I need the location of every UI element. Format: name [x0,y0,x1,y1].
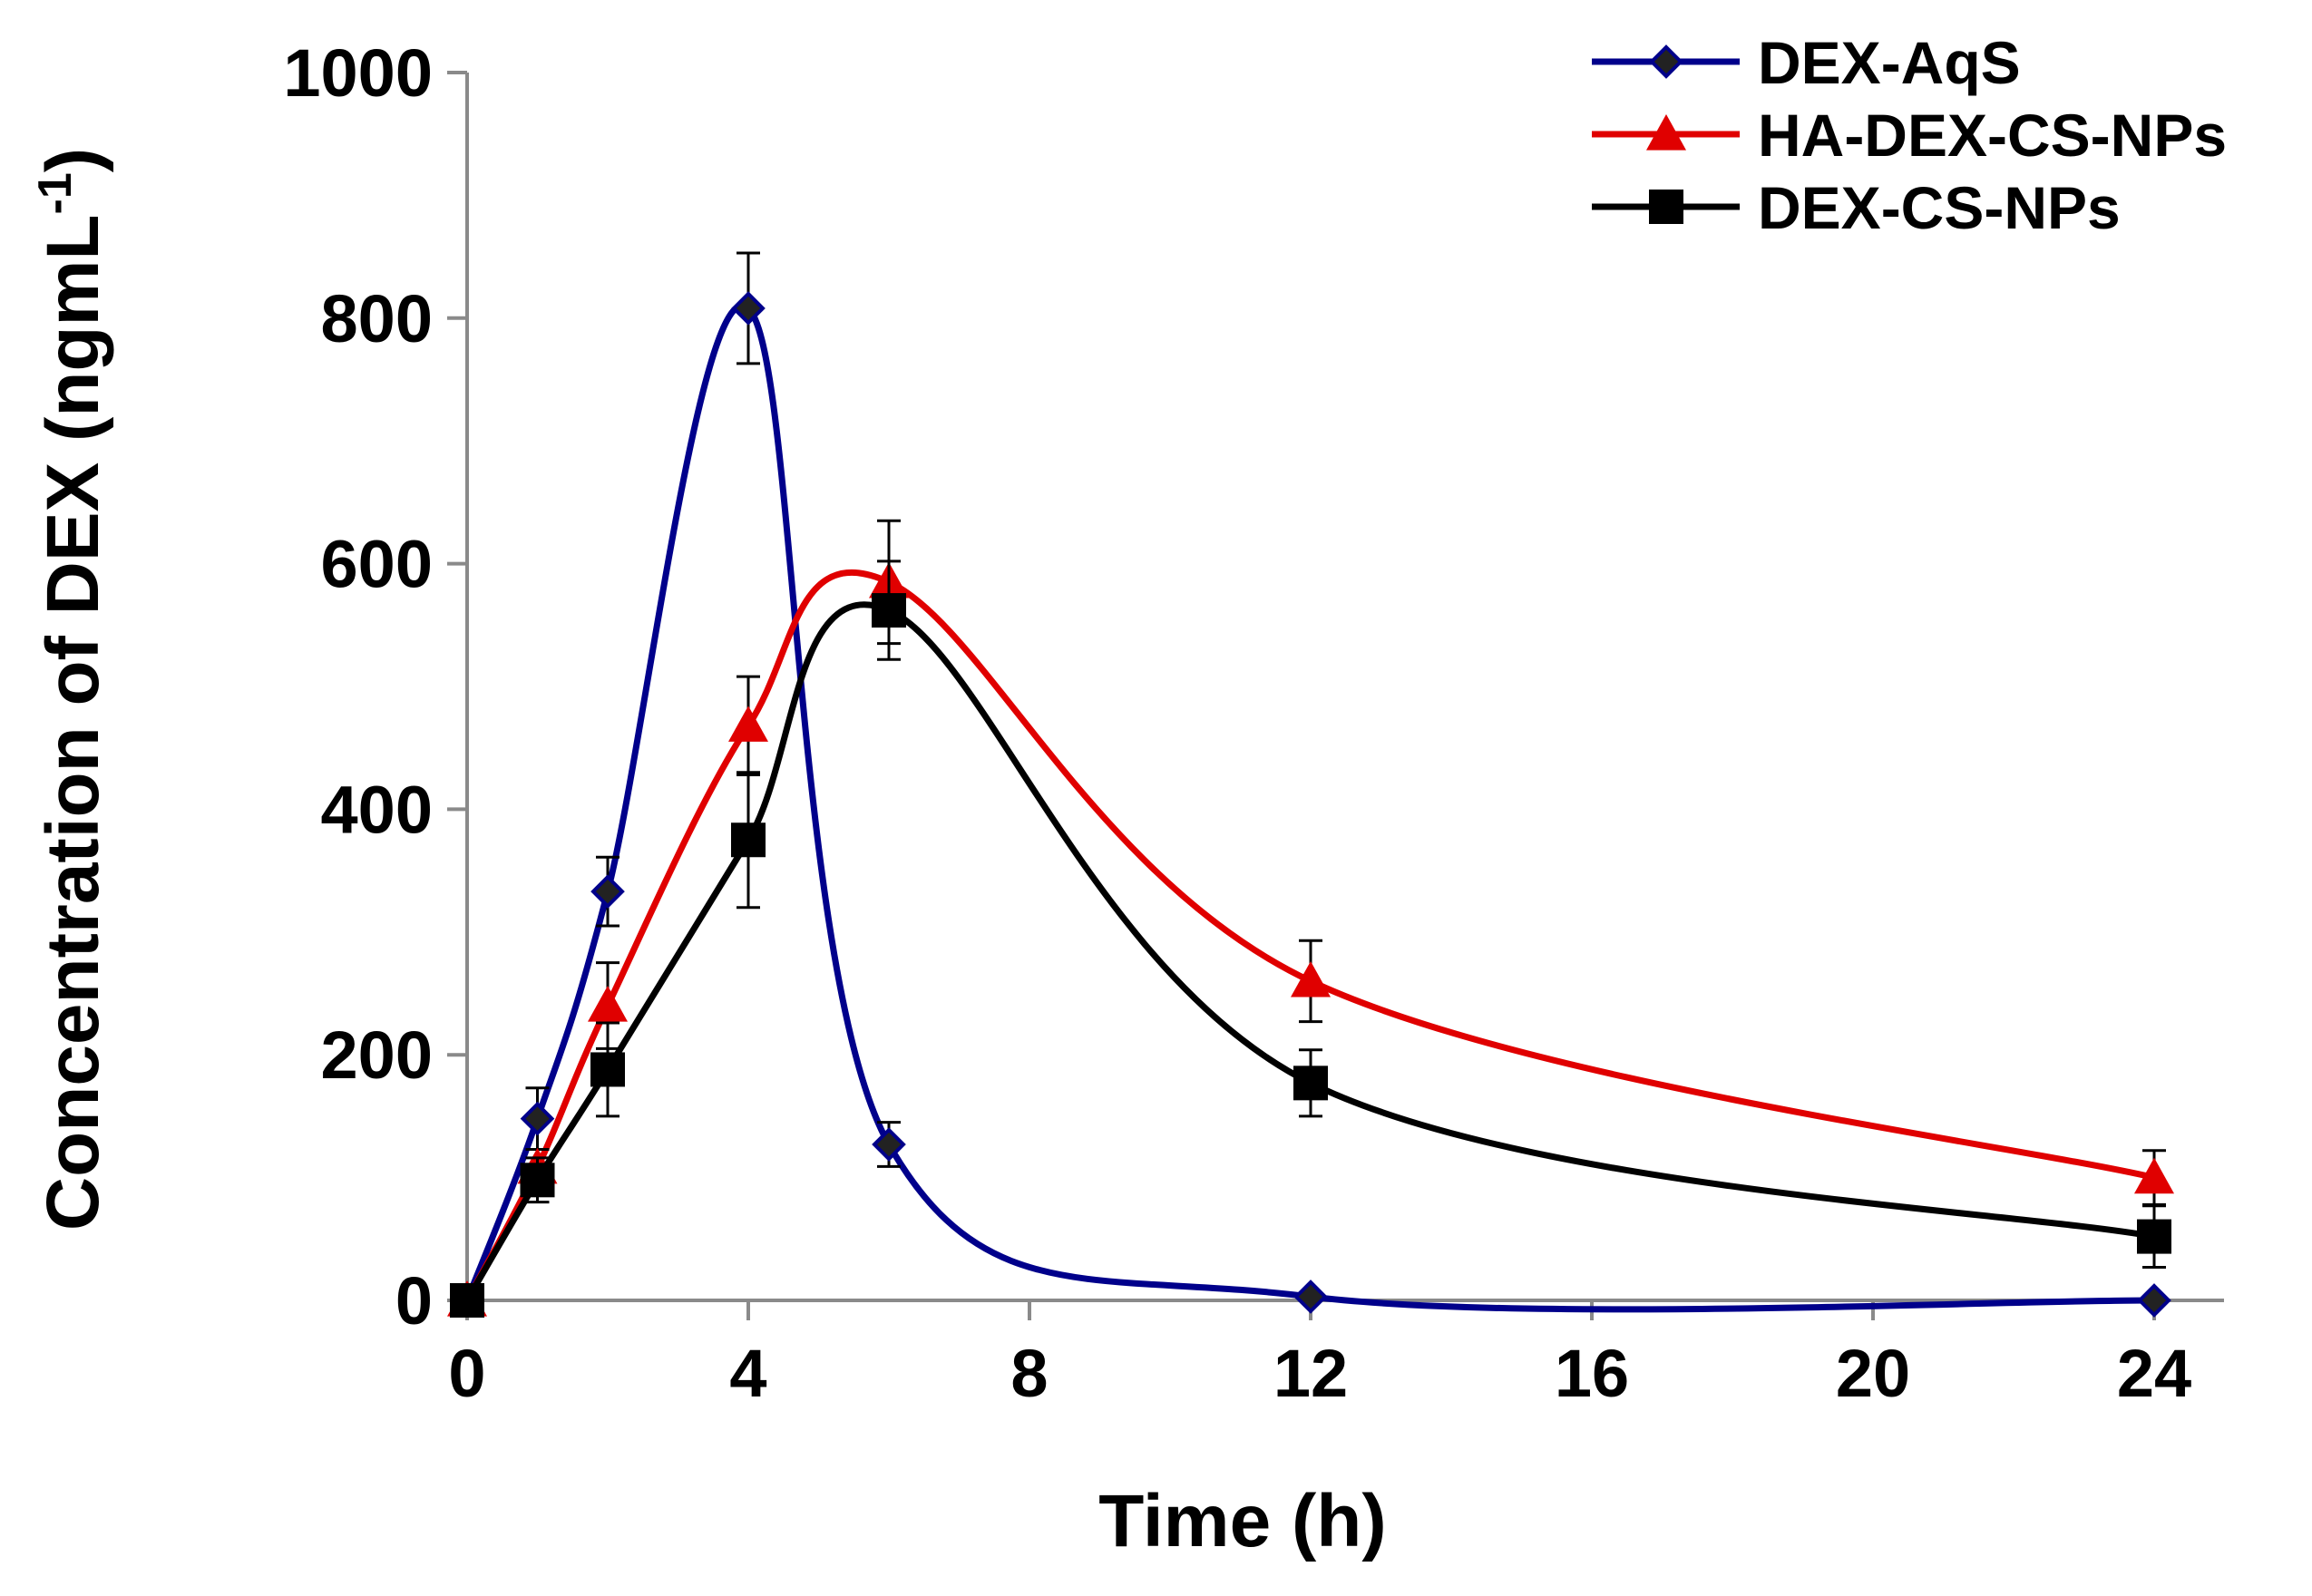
data-point [520,1163,555,1198]
x-tick-label: 20 [1836,1336,1910,1411]
x-tick-label: 16 [1555,1336,1629,1411]
y-axis-title: Concentration of DEX (ngmL-1) [29,148,114,1231]
y-tick-label: 200 [321,1017,433,1093]
data-point [872,593,906,628]
data-point [450,1283,484,1318]
legend-item: DEX-AqS [1592,29,2021,96]
axes: 0 200 400 600 800 1000 0 4 8 12 16 20 24 [283,35,2224,1411]
y-tick-label: 600 [321,527,433,602]
series-line-dex-cs-nps [463,601,2155,1302]
data-point [590,874,625,909]
data-point [872,1127,906,1162]
legend-label: HA-DEX-CS-NPs [1758,102,2227,169]
data-point [1293,1280,1328,1314]
y-tick-label: 1000 [283,35,433,111]
data-point [590,1052,625,1087]
legend-label: DEX-CS-NPs [1758,174,2121,241]
y-tick-label: 400 [321,772,433,847]
y-tick-label: 800 [321,281,433,356]
legend-marker [1649,190,1683,224]
series-dex-aqs [450,251,2171,1318]
x-tick-label: 8 [1010,1336,1048,1411]
y-tick-label: 0 [395,1263,433,1338]
series-ha-dex-cs-nps [447,519,2174,1317]
legend-marker [1649,44,1683,79]
legend-item: HA-DEX-CS-NPs [1592,102,2227,169]
y-axis-title-close: ) [32,148,114,172]
data-point [588,986,628,1022]
data-point [520,1101,555,1136]
data-point [731,291,766,326]
series-dex-cs-nps [450,560,2171,1318]
data-point [728,706,768,742]
data-point [1293,1066,1328,1101]
x-tick-label: 0 [448,1336,485,1411]
legend-label: DEX-AqS [1758,29,2021,96]
data-point [2134,1157,2174,1194]
x-tick-label: 4 [729,1336,766,1411]
data-point [731,822,766,858]
series-group [447,251,2174,1318]
data-point [2137,1283,2171,1318]
data-point [1291,960,1331,998]
y-axis-title-main: Concentration of DEX (ngmL [32,214,114,1231]
legend-item: DEX-CS-NPs [1592,174,2121,241]
x-tick-label: 24 [2117,1336,2191,1411]
series-line-ha-dex-cs-nps [463,569,2155,1302]
series-line-dex-aqs [463,302,2155,1313]
legend-marker [1646,114,1686,151]
y-axis-title-superscript: -1 [29,172,82,214]
data-point [2137,1219,2171,1254]
x-axis-title: Time (h) [1098,1480,1386,1562]
x-tick-label: 12 [1273,1336,1348,1411]
